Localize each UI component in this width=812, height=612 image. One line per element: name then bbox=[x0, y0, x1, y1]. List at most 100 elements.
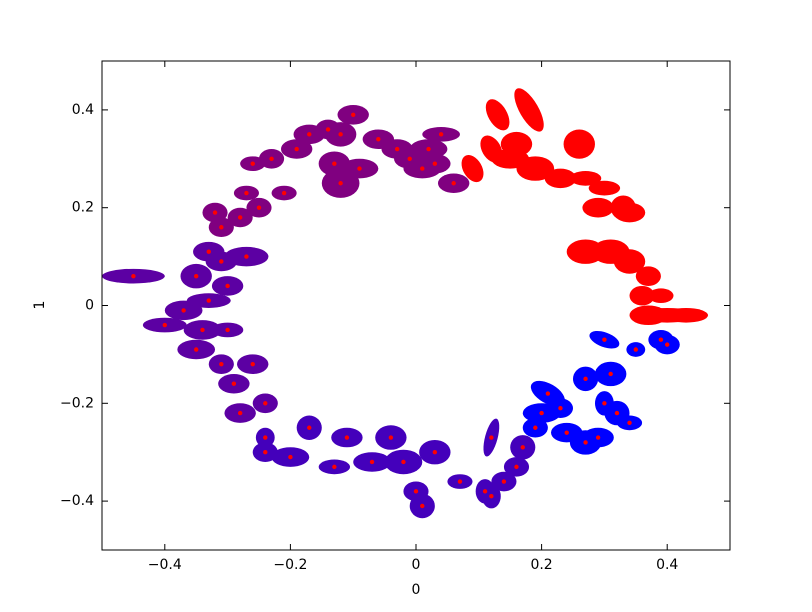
point bbox=[627, 420, 632, 426]
point bbox=[470, 166, 475, 171]
point bbox=[533, 425, 538, 430]
point bbox=[244, 190, 249, 196]
point bbox=[206, 249, 211, 254]
point bbox=[658, 337, 664, 342]
point bbox=[583, 376, 588, 382]
point bbox=[646, 313, 651, 318]
point bbox=[420, 166, 425, 171]
point bbox=[394, 146, 400, 152]
point bbox=[577, 141, 582, 147]
point bbox=[432, 450, 438, 455]
point bbox=[212, 210, 218, 215]
y-tick-label: −0.4 bbox=[60, 493, 94, 509]
point bbox=[307, 425, 312, 430]
point bbox=[614, 410, 620, 416]
point bbox=[608, 371, 613, 377]
x-tick-label: −0.4 bbox=[148, 557, 182, 573]
point bbox=[583, 249, 588, 254]
point bbox=[564, 430, 569, 435]
point bbox=[420, 503, 425, 509]
y-tick-label: 0.2 bbox=[72, 200, 94, 216]
point bbox=[558, 176, 563, 181]
point bbox=[489, 494, 494, 499]
point bbox=[250, 161, 255, 166]
point bbox=[338, 132, 343, 137]
point bbox=[413, 489, 419, 494]
point bbox=[501, 479, 507, 484]
point bbox=[520, 445, 525, 450]
point bbox=[351, 112, 356, 117]
point bbox=[344, 435, 350, 440]
point bbox=[269, 156, 274, 161]
point bbox=[225, 283, 230, 289]
point bbox=[357, 166, 362, 171]
point bbox=[237, 215, 243, 220]
point bbox=[288, 454, 293, 460]
point bbox=[376, 137, 381, 142]
point bbox=[325, 127, 331, 132]
point bbox=[281, 190, 287, 196]
point bbox=[457, 479, 463, 484]
point bbox=[401, 459, 406, 465]
point bbox=[545, 391, 551, 396]
x-tick-label: 0.2 bbox=[530, 557, 552, 573]
point bbox=[369, 459, 375, 465]
point bbox=[514, 141, 519, 147]
point bbox=[608, 249, 613, 254]
point bbox=[263, 401, 268, 406]
point bbox=[338, 181, 343, 186]
point bbox=[194, 273, 199, 279]
point bbox=[219, 361, 224, 367]
point bbox=[583, 176, 588, 181]
point bbox=[231, 381, 237, 386]
point bbox=[658, 293, 664, 298]
x-tick-label: 0 bbox=[412, 557, 421, 573]
point bbox=[263, 450, 268, 455]
point bbox=[256, 205, 262, 210]
point bbox=[162, 322, 167, 328]
point bbox=[627, 210, 632, 215]
point bbox=[482, 489, 488, 494]
point bbox=[332, 161, 337, 166]
point bbox=[237, 410, 243, 416]
point bbox=[219, 259, 224, 264]
point bbox=[489, 435, 494, 440]
point bbox=[219, 225, 224, 230]
y-axis-label: 1 bbox=[32, 301, 48, 310]
point bbox=[407, 156, 412, 161]
y-tick-label: 0.4 bbox=[72, 102, 94, 118]
point bbox=[200, 327, 205, 333]
point bbox=[438, 132, 444, 137]
point bbox=[539, 410, 544, 416]
point bbox=[665, 342, 670, 347]
point bbox=[388, 435, 394, 440]
point bbox=[244, 254, 249, 259]
point bbox=[294, 146, 299, 152]
plot-area bbox=[101, 88, 709, 519]
point bbox=[495, 112, 500, 117]
point bbox=[250, 361, 255, 367]
point bbox=[558, 405, 563, 411]
point bbox=[595, 435, 601, 440]
point bbox=[665, 313, 670, 318]
point bbox=[602, 337, 607, 342]
point bbox=[602, 185, 607, 191]
point bbox=[627, 259, 632, 264]
point bbox=[426, 146, 431, 152]
y-tick-label: 0 bbox=[85, 298, 94, 314]
point bbox=[602, 401, 607, 406]
x-axis-label: 0 bbox=[412, 582, 421, 598]
point bbox=[451, 181, 456, 186]
point bbox=[489, 146, 494, 152]
point bbox=[533, 166, 538, 171]
point bbox=[583, 440, 588, 445]
point bbox=[595, 205, 601, 210]
point bbox=[646, 273, 651, 279]
point bbox=[225, 327, 230, 333]
point bbox=[621, 205, 626, 210]
x-tick-label: −0.2 bbox=[273, 557, 307, 573]
point bbox=[633, 347, 638, 352]
point bbox=[526, 107, 532, 113]
